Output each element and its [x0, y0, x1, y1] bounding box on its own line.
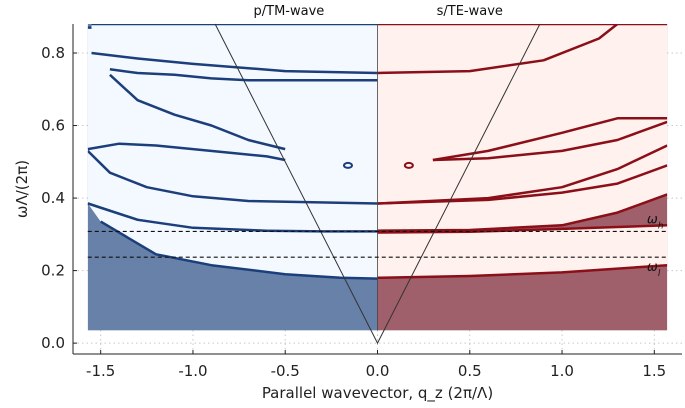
- x-tick-label: -0.5: [271, 362, 300, 380]
- frequency-label: ωh: [647, 212, 664, 231]
- tm-band-edge: [87, 142, 286, 162]
- te-band-edge: [377, 24, 619, 75]
- y-tick-label: 0.8: [41, 44, 65, 62]
- tm-allowed-band: [87, 143, 378, 204]
- axes: [72, 24, 682, 355]
- te-allowed-band: [377, 225, 668, 278]
- x-tick-label: -1.0: [178, 362, 207, 380]
- te-allowed-band: [432, 118, 668, 160]
- overlay-lines: [87, 23, 668, 345]
- x-tick-label: 0.0: [366, 362, 390, 380]
- tm-band-edge: [91, 51, 378, 75]
- te-panel-title: s/TE-wave: [437, 4, 503, 19]
- te-band-edge: [377, 193, 668, 232]
- frequency-label: ωl: [647, 260, 661, 279]
- te-band-edge: [432, 120, 668, 162]
- y-axis-title: ωΛ/(2π): [13, 160, 31, 218]
- light-line: [214, 23, 541, 345]
- te-band-edge: [377, 144, 668, 205]
- x-tick-label: 1.0: [550, 362, 574, 380]
- te-band-dot: [403, 161, 414, 169]
- heatmap: [87, 24, 668, 331]
- x-axis-title: Parallel wavevector, q_z (2π/Λ): [262, 384, 493, 403]
- x-tick-label: 0.5: [458, 362, 482, 380]
- y-tick-label: 0.0: [41, 334, 65, 352]
- y-tick-label: 0.6: [41, 117, 65, 135]
- tm-band-edge: [87, 150, 378, 205]
- x-tick-label: 1.5: [642, 362, 666, 380]
- te-band-edge: [377, 224, 668, 234]
- te-allowed-band: [377, 24, 618, 73]
- y-tick-label: 0.2: [41, 262, 65, 280]
- tm-band-edge: [100, 220, 378, 280]
- y-tick-label: 0.4: [41, 189, 65, 207]
- labels: ωh ωl -1.5 -1.0 -0.5 0.0 0.5 1.0 1.5 0.0 0.2 0.4 0.6…: [13, 4, 666, 403]
- te-allowed-band: [377, 145, 668, 204]
- te-band-edge: [377, 263, 668, 280]
- tm-panel-title: p/TM-wave: [254, 4, 325, 19]
- x-tick-label: -1.5: [86, 362, 115, 380]
- tm-allowed-band: [109, 69, 378, 150]
- tm-band-dot: [342, 161, 353, 169]
- tm-allowed-band: [87, 203, 378, 279]
- tm-band-edge: [87, 202, 378, 233]
- tm-band-edge: [109, 68, 378, 82]
- te-band-edge: [432, 117, 668, 162]
- tm-band-edge: [109, 73, 286, 151]
